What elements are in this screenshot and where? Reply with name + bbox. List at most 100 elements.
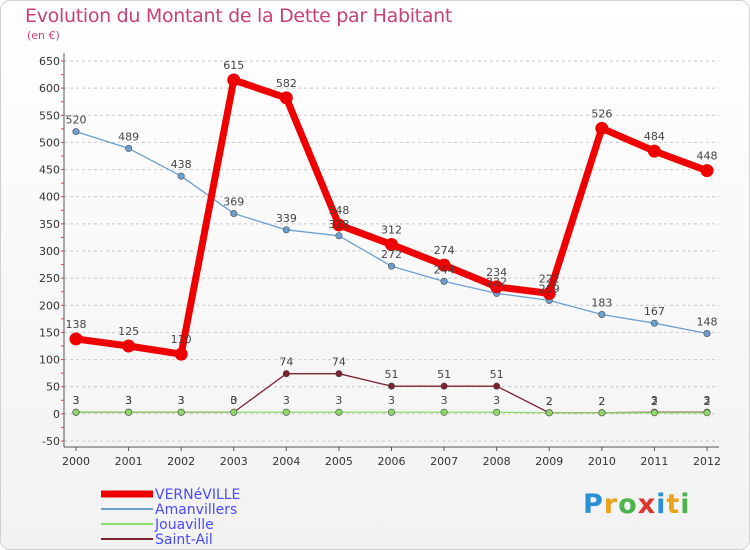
- data-label: 138: [66, 318, 87, 331]
- data-label: 484: [644, 130, 665, 143]
- data-point: [598, 311, 606, 319]
- data-label: 2: [598, 395, 605, 408]
- data-label: 209: [539, 282, 560, 295]
- data-label: 2: [651, 395, 658, 408]
- data-point: [335, 370, 343, 378]
- data-label: 3: [73, 394, 80, 407]
- legend-label: Saint-Ail: [155, 532, 213, 548]
- data-label: 222: [486, 275, 507, 288]
- x-tick-label: 2010: [588, 455, 616, 468]
- data-point: [700, 164, 714, 178]
- data-label: 110: [171, 333, 192, 346]
- x-tick-labels: 2000 2001 2002 2003 2004 2005 2006 2007 2008 2009…: [62, 455, 721, 468]
- data-label: 74: [332, 356, 346, 369]
- data-label: 125: [118, 325, 139, 338]
- y-tick-label: 350: [39, 218, 60, 231]
- data-label: 3: [493, 394, 500, 407]
- data-label: 272: [381, 248, 402, 261]
- data-label: 615: [223, 59, 244, 72]
- data-label: 3: [125, 394, 132, 407]
- data-point: [385, 237, 398, 251]
- data-point: [542, 286, 556, 300]
- data-label: 3: [230, 394, 237, 407]
- data-point: [703, 409, 711, 417]
- data-label: 526: [591, 107, 612, 120]
- data-label: 3: [704, 394, 711, 407]
- y-tick-label: 250: [39, 272, 60, 285]
- data-point: [440, 408, 448, 416]
- data-label: 520: [66, 114, 87, 127]
- data-label: 222: [539, 272, 560, 285]
- data-label: 0: [230, 394, 237, 407]
- data-label: 3: [651, 394, 658, 407]
- y-tick-labels: 650600550500450400350300250200150100500-…: [39, 55, 60, 448]
- x-tick-label: 2011: [640, 455, 668, 468]
- chart-title: Evolution du Montant de la Dette par Hab…: [25, 5, 453, 27]
- data-point: [72, 408, 80, 416]
- data-label: 312: [381, 223, 402, 236]
- data-label: 438: [171, 158, 192, 171]
- data-label: 234: [486, 266, 507, 279]
- data-point: [440, 382, 448, 390]
- data-label: 51: [437, 368, 451, 381]
- data-point: [177, 172, 185, 180]
- data-point: [650, 319, 658, 327]
- data-label: 339: [276, 212, 297, 225]
- data-point: [545, 409, 553, 417]
- data-label: 148: [697, 316, 718, 329]
- data-point: [437, 258, 451, 272]
- x-tick-label: 2008: [483, 455, 511, 468]
- y-tick-label: 200: [39, 299, 60, 312]
- data-label: 3: [125, 394, 132, 407]
- legend-label: Jouaville: [154, 517, 214, 533]
- data-label: 183: [591, 297, 612, 310]
- data-point: [122, 339, 136, 353]
- data-label: 244: [434, 263, 455, 276]
- data-label: 74: [279, 356, 293, 369]
- data-label: 3: [283, 394, 290, 407]
- data-point: [387, 262, 395, 270]
- y-tick-label: 0: [53, 408, 60, 421]
- proxiti-logo: Proxiti: [583, 489, 691, 520]
- data-point: [332, 218, 346, 232]
- data-label: 582: [276, 77, 297, 90]
- data-point: [335, 232, 343, 240]
- y-tick-label: 300: [39, 245, 60, 258]
- data-label: 2: [546, 395, 553, 408]
- data-label: 3: [335, 394, 342, 407]
- data-label: 3: [388, 394, 395, 407]
- data-label: 348: [328, 204, 349, 217]
- y-tick-label: 50: [46, 381, 60, 394]
- logo-letter: x: [637, 489, 657, 520]
- data-point: [72, 128, 80, 136]
- data-label: 51: [385, 368, 399, 381]
- data-point: [125, 408, 133, 416]
- y-tick-label: 500: [39, 136, 60, 149]
- y-tick-label: 600: [39, 82, 60, 95]
- data-point: [440, 277, 448, 285]
- chart-unit: (en €): [27, 29, 60, 42]
- y-tick-label: 400: [39, 191, 60, 204]
- y-tick-label: 150: [39, 326, 60, 339]
- data-label: 3: [178, 394, 185, 407]
- data-label: 3: [441, 394, 448, 407]
- data-label: 51: [490, 368, 504, 381]
- data-point: [279, 91, 293, 105]
- data-label: 3: [178, 394, 185, 407]
- x-tick-label: 2007: [430, 455, 458, 468]
- logo-letter: r: [603, 489, 619, 520]
- data-point: [595, 121, 609, 135]
- data-label: 167: [644, 305, 665, 318]
- legend-label: VERNéVILLE: [155, 487, 240, 503]
- y-tick-label: 550: [39, 109, 60, 122]
- logo-letter: P: [583, 489, 604, 520]
- data-point: [227, 73, 241, 87]
- data-label: 3: [73, 394, 80, 407]
- logo-letter: o: [618, 489, 638, 520]
- x-tick-label: 2002: [167, 455, 195, 468]
- y-tick-label: 100: [39, 354, 60, 367]
- x-tick-label: 2005: [325, 455, 353, 468]
- axes: [61, 53, 719, 451]
